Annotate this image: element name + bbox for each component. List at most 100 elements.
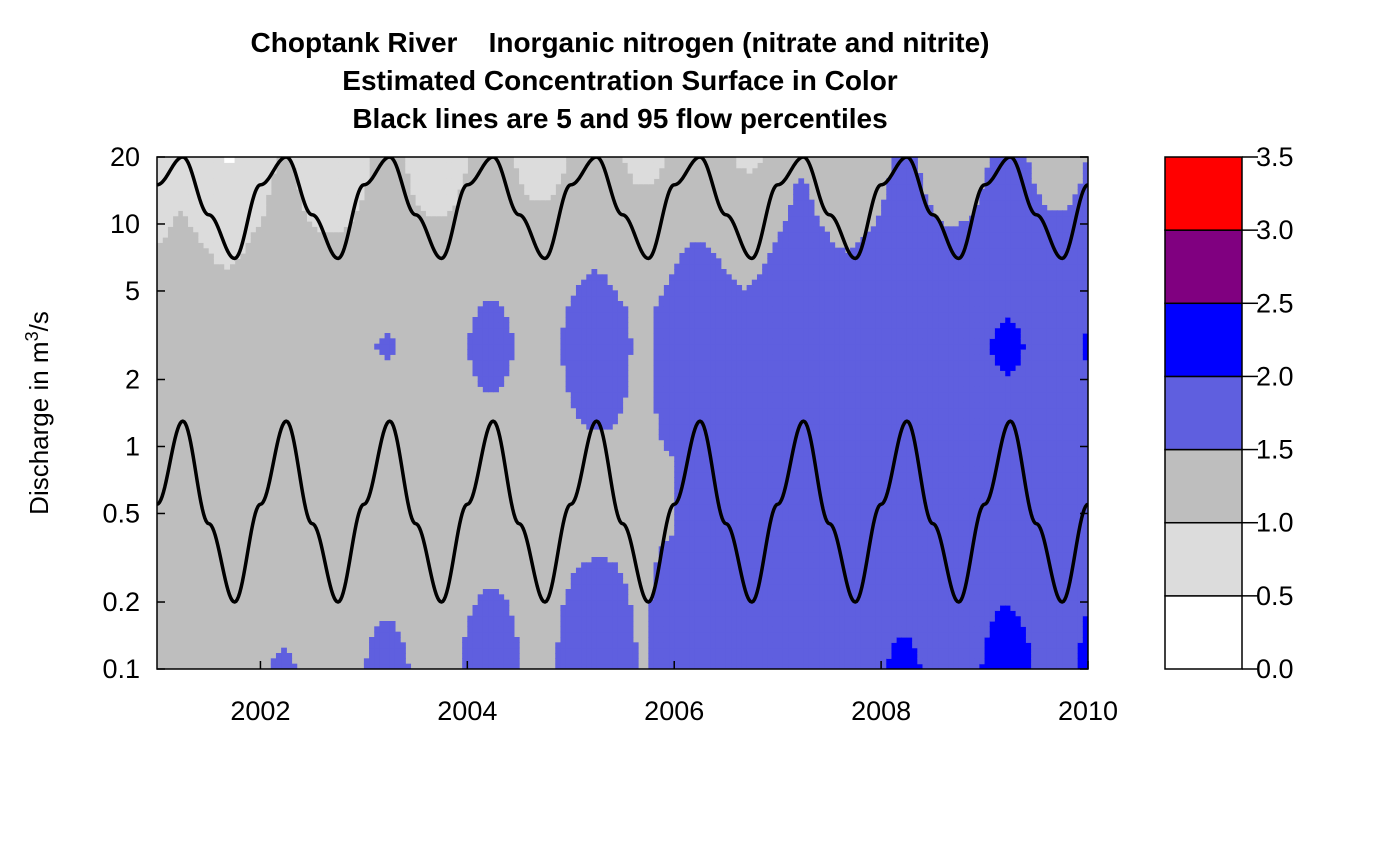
surface-cell <box>751 359 758 366</box>
surface-cell <box>710 514 717 521</box>
surface-cell <box>855 333 862 339</box>
surface-cell <box>700 343 706 350</box>
surface-cell <box>379 663 386 669</box>
surface-cell <box>736 578 743 585</box>
surface-cell <box>819 642 825 649</box>
surface-cell <box>586 589 593 595</box>
surface-cell <box>565 594 572 601</box>
surface-cell <box>756 535 763 542</box>
surface-cell <box>493 375 499 382</box>
surface-cell <box>653 605 660 611</box>
surface-cell <box>244 189 251 195</box>
surface-cell <box>710 365 717 371</box>
surface-cell <box>772 290 779 297</box>
surface-cell <box>327 226 334 233</box>
surface-cell <box>700 285 706 291</box>
surface-cell <box>751 306 758 313</box>
surface-cell <box>705 615 712 622</box>
surface-cell <box>819 605 825 611</box>
surface-cell <box>772 327 779 334</box>
surface-cell <box>451 199 458 206</box>
surface-cell <box>643 162 649 169</box>
surface-cell <box>669 429 675 435</box>
surface-cell <box>513 642 520 649</box>
surface-cell <box>834 381 841 387</box>
surface-cell <box>669 578 675 585</box>
surface-cell <box>477 381 484 387</box>
surface-cell <box>865 279 872 286</box>
surface-cell <box>550 183 556 190</box>
surface-cell <box>844 599 851 606</box>
surface-cell <box>844 429 851 435</box>
surface-cell <box>782 551 789 558</box>
surface-cell <box>756 439 763 446</box>
surface-cell <box>777 290 784 297</box>
surface-cell <box>477 658 484 665</box>
surface-cell <box>720 381 727 387</box>
surface-cell <box>839 263 846 270</box>
surface-cell <box>844 418 851 425</box>
surface-cell <box>829 434 836 441</box>
surface-cell <box>741 375 748 382</box>
surface-cell <box>772 615 779 622</box>
surface-cell <box>725 551 732 558</box>
surface-cell <box>839 530 846 537</box>
surface-cell <box>617 311 624 318</box>
surface-cell <box>756 311 763 318</box>
surface-cell <box>772 493 779 499</box>
surface-cell <box>622 631 629 638</box>
surface-cell <box>855 653 862 659</box>
surface-cell <box>617 370 624 377</box>
surface-cell <box>674 391 680 398</box>
surface-cell <box>694 637 701 643</box>
surface-cell <box>813 349 820 355</box>
surface-cell <box>803 295 810 302</box>
surface-cell <box>850 354 856 361</box>
surface-cell <box>793 605 799 611</box>
surface-cell <box>689 525 696 531</box>
surface-cell <box>684 423 691 430</box>
surface-cell <box>860 445 867 451</box>
surface-cell <box>788 306 794 313</box>
surface-cell <box>819 285 825 291</box>
surface-cell <box>529 157 536 163</box>
surface-cell <box>260 183 267 190</box>
surface-cell <box>865 583 872 590</box>
surface-cell <box>570 615 577 622</box>
surface-cell <box>632 173 639 179</box>
surface-cell <box>793 263 799 270</box>
surface-cell <box>808 637 815 643</box>
surface-cell <box>860 295 867 302</box>
surface-cell <box>244 157 251 163</box>
surface-cell <box>772 487 779 494</box>
surface-cell <box>731 439 737 446</box>
surface-cell <box>751 525 758 531</box>
surface-cell <box>855 365 862 371</box>
surface-cell <box>560 642 567 649</box>
surface-cell <box>803 573 810 579</box>
surface-cell <box>731 477 737 483</box>
surface-cell <box>855 498 862 505</box>
surface-cell <box>715 471 722 478</box>
surface-cell <box>700 445 706 451</box>
surface-cell <box>819 621 825 627</box>
surface-cell <box>338 215 344 222</box>
surface-cell <box>306 194 313 201</box>
surface-cell <box>855 583 862 590</box>
surface-cell <box>591 647 598 654</box>
surface-cell <box>581 317 587 323</box>
surface-cell <box>808 242 815 249</box>
surface-cell <box>560 333 567 339</box>
surface-cell <box>798 183 805 190</box>
surface-cell <box>596 311 603 318</box>
surface-cell <box>824 349 830 355</box>
surface-cell <box>244 162 251 169</box>
surface-cell <box>606 562 613 569</box>
surface-cell <box>581 647 587 654</box>
surface-cell <box>844 290 851 297</box>
surface-cell <box>844 397 851 403</box>
surface-cell <box>286 653 293 659</box>
surface-cell <box>617 397 624 403</box>
surface-cell <box>834 434 841 441</box>
surface-cell <box>865 407 872 414</box>
